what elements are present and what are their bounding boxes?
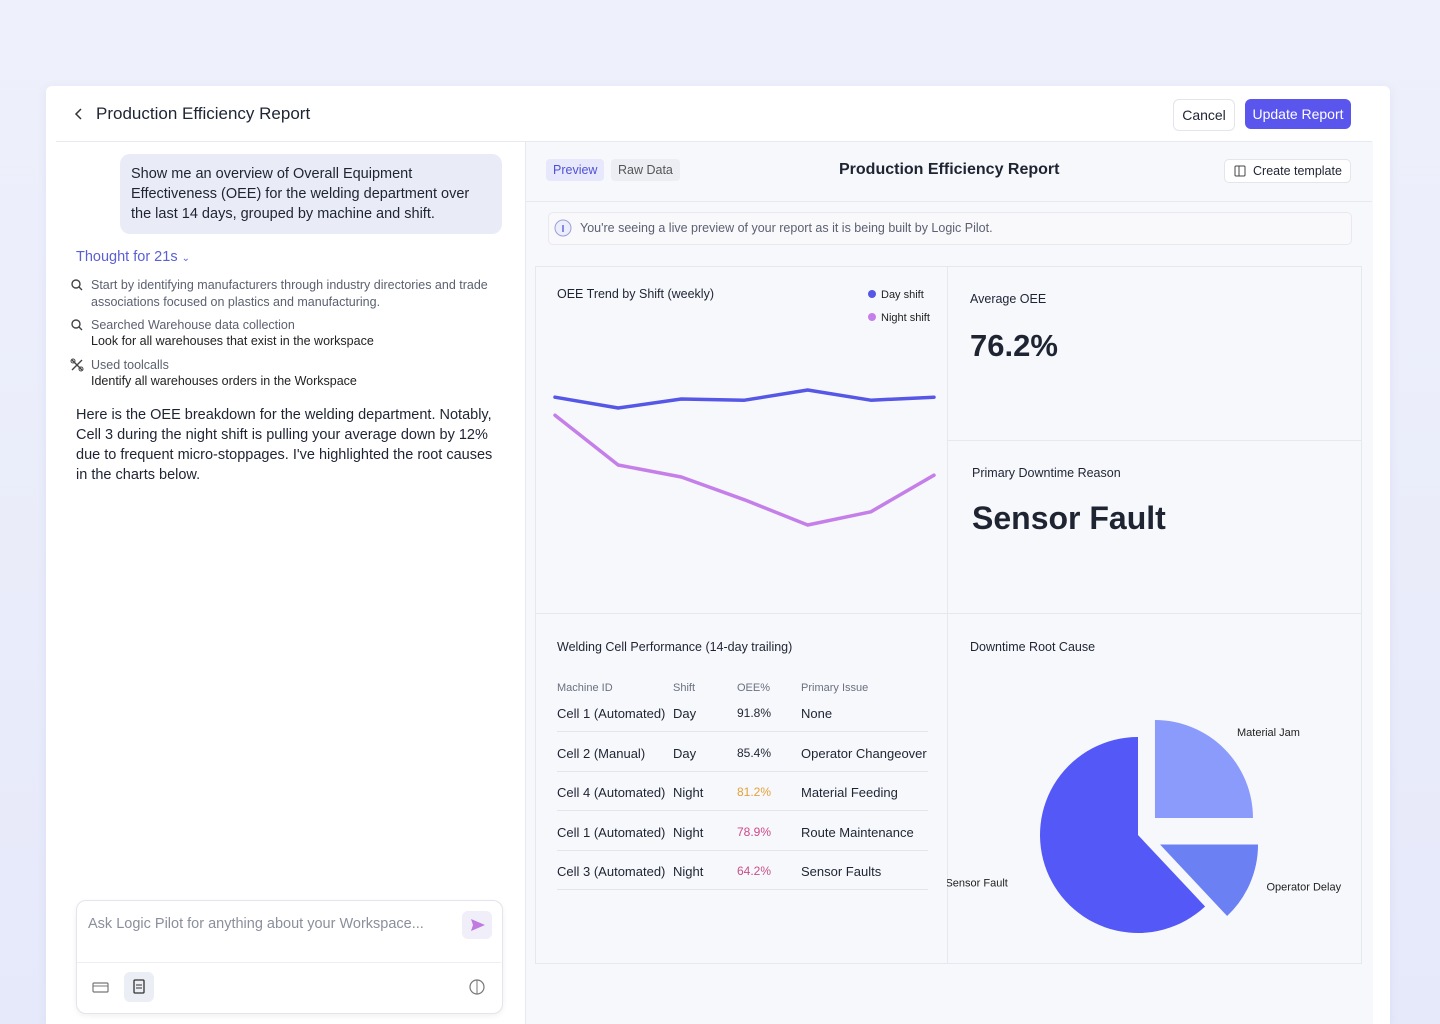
row-divider xyxy=(557,770,928,772)
thought-toggle[interactable]: Thought for 21s ⌄ xyxy=(76,249,190,265)
table-cell: Route Maintenance xyxy=(801,824,914,840)
table-cell: Day xyxy=(673,745,697,761)
document-button[interactable] xyxy=(124,972,154,1002)
kpi-value: 76.2% xyxy=(970,328,1058,363)
chart-title: Downtime Root Cause xyxy=(970,640,1096,654)
column-header: Shift xyxy=(673,682,696,694)
line-series xyxy=(553,413,936,527)
table-cell: Cell 3 (Automated) xyxy=(557,864,666,879)
pie-slice xyxy=(1154,720,1253,819)
table-cell: Night xyxy=(673,785,704,800)
row-divider xyxy=(557,810,928,811)
chart-title: OEE Trend by Shift (weekly) xyxy=(557,287,715,301)
row-divider xyxy=(557,889,928,890)
step-detail: Look for all warehouses that exist in th… xyxy=(91,334,374,348)
table-cell: None xyxy=(801,706,833,721)
step-detail: Identify all warehouses orders in the Wo… xyxy=(91,374,357,388)
line-series xyxy=(553,388,936,410)
table-title: Welding Cell Performance (14-day trailin… xyxy=(557,640,793,654)
input-placeholder: Ask Logic Pilot for anything about your … xyxy=(88,916,424,932)
pie-slice xyxy=(1160,844,1259,916)
column-header: Primary Issue xyxy=(801,682,869,694)
step-title: Start by identifying manufacturers throu… xyxy=(91,278,488,309)
create-template-button[interactable]: Create template xyxy=(1224,159,1351,183)
kpi-panel xyxy=(947,440,1362,615)
table-cell: Night xyxy=(673,864,704,879)
tools-icon xyxy=(70,358,84,372)
search-icon xyxy=(71,319,83,331)
brain-button[interactable] xyxy=(468,978,486,996)
tab-raw-data[interactable]: Raw Data xyxy=(611,159,680,181)
table-cell: 85.4% xyxy=(737,745,772,760)
thought-label: Thought for 21s xyxy=(76,249,178,265)
table-cell: 81.2% xyxy=(737,785,772,799)
cancel-button[interactable]: Cancel xyxy=(1173,99,1235,131)
back-button[interactable] xyxy=(72,106,86,122)
legend-label: Night shift xyxy=(881,312,930,324)
slice-label: Sensor Fault xyxy=(947,878,1008,890)
button-label: Create template xyxy=(1253,164,1342,178)
tab-preview[interactable]: Preview xyxy=(546,159,605,181)
legend-marker xyxy=(868,313,876,321)
kpi-label: Average OEE xyxy=(970,292,1047,306)
table-cell: Sensor Faults xyxy=(801,864,882,879)
row-divider xyxy=(557,731,928,732)
column-header: OEE% xyxy=(737,682,771,694)
legend-label: Day shift xyxy=(881,289,924,301)
table-cell: Night xyxy=(673,824,704,840)
table-cell: Cell 1 (Automated) xyxy=(557,706,666,721)
table-cell: Operator Changeover xyxy=(801,745,927,761)
divider xyxy=(77,962,501,963)
pie-chart: Material Jam Operator Delay Sensor Fault xyxy=(947,720,1342,933)
slice-label: Operator Delay xyxy=(1266,882,1341,894)
divider xyxy=(56,141,1372,142)
step-title: Searched Warehouse data collection xyxy=(91,318,295,332)
table-cell: 78.9% xyxy=(737,824,772,839)
info-icon xyxy=(554,219,572,237)
table-cell: Cell 2 (Manual) xyxy=(557,745,646,761)
table-cell: 91.8% xyxy=(737,706,772,720)
notice xyxy=(548,212,1352,245)
kpi-label: Primary Downtime Reason xyxy=(972,466,1121,480)
row-divider xyxy=(557,849,928,851)
legend-marker xyxy=(868,290,876,298)
search-icon xyxy=(71,279,83,291)
update-report-button[interactable]: Update Report xyxy=(1245,99,1351,129)
pie-slice xyxy=(1040,737,1206,933)
column-header: Machine ID xyxy=(557,682,613,694)
table-cell: Day xyxy=(673,706,697,721)
notice-text: You're seeing a live preview of your rep… xyxy=(580,221,993,235)
table-cell: Material Feeding xyxy=(801,785,898,800)
table-cell: Cell 1 (Automated) xyxy=(557,824,666,840)
table-cell: 64.2% xyxy=(737,864,772,878)
user-message: Show me an overview of Overall Equipment… xyxy=(120,154,502,234)
slice-label: Material Jam xyxy=(1237,727,1300,739)
step-title: Used toolcalls xyxy=(91,358,169,372)
table-cell: Cell 4 (Automated) xyxy=(557,785,666,800)
line-chart-panel xyxy=(535,266,949,615)
send-button[interactable] xyxy=(462,911,492,939)
line-chart: Day shift Night shift xyxy=(553,289,936,527)
kpi-value: Sensor Fault xyxy=(972,500,1166,536)
divider xyxy=(525,201,1372,202)
assistant-reply: Here is the OEE breakdown for the weldin… xyxy=(76,407,493,483)
attach-button[interactable] xyxy=(92,979,110,995)
header-title: Production Efficiency Report xyxy=(96,104,311,123)
report-title: Production Efficiency Report xyxy=(839,161,1060,178)
